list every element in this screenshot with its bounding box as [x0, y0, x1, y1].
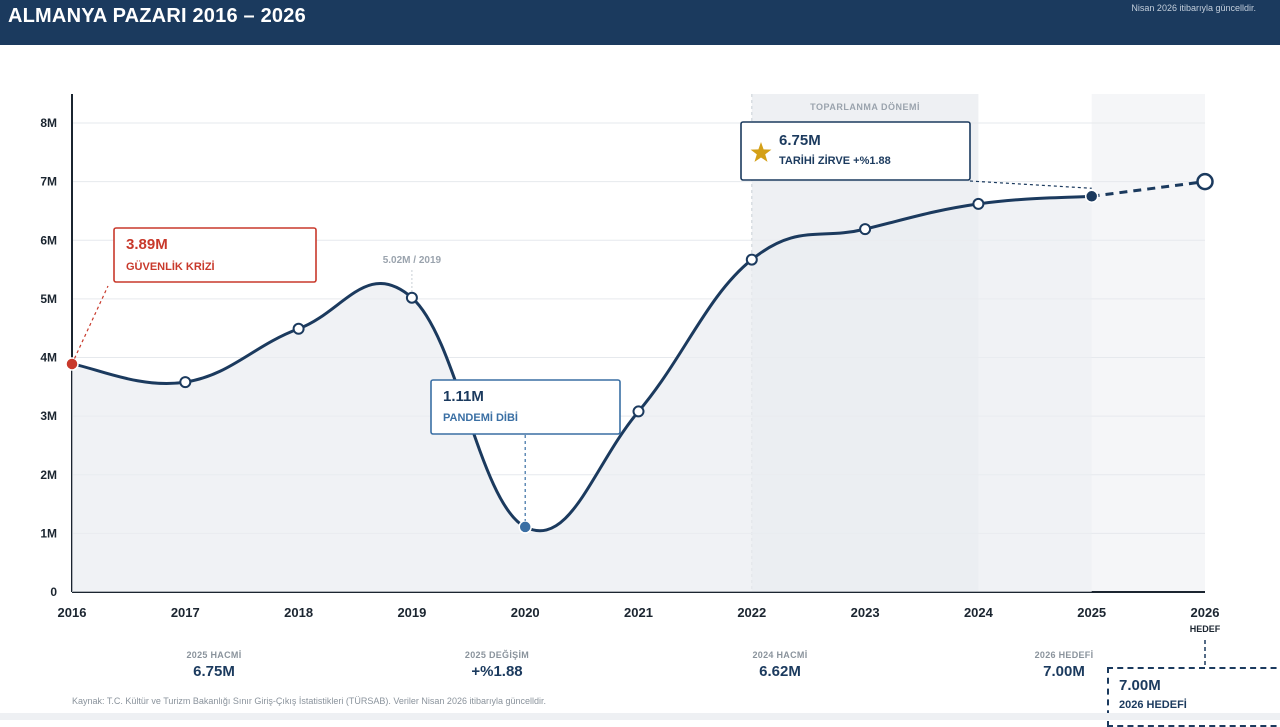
target-value: 7.00M [1119, 677, 1161, 694]
data-point [405, 291, 418, 304]
peak-2019-label: 5.02M / 2019 [383, 255, 442, 266]
pandemic-callout [430, 379, 621, 435]
x-tick-label: 2025 [1077, 605, 1106, 620]
stat-value: 6.75M [193, 663, 235, 680]
x-tick-label: 2016 [58, 605, 87, 620]
stat-2024-volume: 2024 HACMİ 6.62M [700, 650, 860, 680]
crisis-leader [71, 285, 109, 365]
x-tick-label: 2017 [171, 605, 200, 620]
y-tick-label: 2M [40, 468, 57, 482]
y-tick-label: 5M [40, 292, 57, 306]
data-point [745, 253, 758, 266]
y-tick-label: 3M [40, 409, 57, 423]
y-tick-label: 1M [40, 526, 57, 540]
stat-label: 2024 HACMİ [752, 650, 808, 660]
x-tick-label: 2022 [737, 605, 766, 620]
x-tick-label: 2024 [964, 605, 994, 620]
y-tick-label: 0 [50, 585, 57, 599]
data-point-pandemic [518, 520, 532, 534]
stat-label: 2026 HEDEFİ [1034, 650, 1094, 660]
x-tick-label: 2023 [851, 605, 880, 620]
page-title: ALMANYA PAZARI 2016 – 2026 [8, 5, 306, 27]
stat-label: 2025 HACMİ [186, 650, 242, 660]
stat-2026-target: 2026 HEDEFİ 7.00M [984, 650, 1144, 680]
x-tick-label: 2020 [511, 605, 540, 620]
stat-value: 7.00M [1043, 663, 1085, 680]
data-point [632, 405, 645, 418]
area-fill [72, 196, 1092, 592]
data-point-target [1196, 172, 1214, 191]
y-tick-label: 4M [40, 351, 57, 365]
stat-value: 6.62M [759, 663, 801, 680]
peak-label: TARİHİ ZİRVE +%1.88 [779, 154, 891, 167]
star-icon [750, 142, 772, 162]
pandemic-label: PANDEMİ DİBİ [443, 411, 518, 424]
x-tick-label: 2026 [1191, 605, 1220, 620]
data-point [292, 322, 305, 335]
crisis-label: GÜVENLİK KRİZİ [126, 260, 215, 273]
series-line [71, 194, 1092, 533]
crisis-value: 3.89M [126, 236, 168, 253]
projection-region [1091, 94, 1205, 592]
data-point [972, 197, 985, 210]
peak-leader [969, 180, 1092, 189]
stat-value: +%1.88 [471, 663, 523, 680]
line-chart: TOPARLANMA DÖNEMİ 0 1M 2M 3M 4M 5M 6M 7M 8M 2016 2… [40, 94, 1221, 665]
recovery-region-label: TOPARLANMA DÖNEMİ [810, 102, 920, 112]
y-tick-label: 8M [40, 116, 57, 130]
x-tick-label: 2021 [624, 605, 653, 620]
header: ALMANYA PAZARI 2016 – 2026 Nisan 2026 it… [0, 0, 1280, 45]
peak-value: 6.75M [779, 132, 821, 149]
target-label: 2026 HEDEFİ [1119, 699, 1187, 711]
x-tick-sublabel: HEDEF [1190, 624, 1221, 634]
y-tick-label: 6M [40, 233, 57, 247]
projection-line [1091, 180, 1206, 198]
pandemic-value: 1.11M [443, 388, 484, 405]
stat-2025-volume: 2025 HACMİ 6.75M [134, 650, 294, 680]
x-tick-label: 2018 [284, 605, 313, 620]
data-point-peak [1084, 189, 1099, 204]
y-tick-label: 7M [40, 175, 57, 189]
data-point [859, 223, 872, 236]
data-point [179, 376, 192, 389]
peak-callout [740, 121, 971, 181]
update-note: Nisan 2026 itibarıyla güncelldir. [1131, 3, 1256, 13]
footer-strip [0, 713, 1280, 720]
x-tick-label: 2019 [397, 605, 426, 620]
stat-label: 2025 DEĞİŞİM [464, 650, 530, 660]
crisis-callout [113, 227, 317, 283]
source-note: Kaynak: T.C. Kültür ve Turizm Bakanlığı … [72, 696, 546, 706]
stat-2025-change: 2025 DEĞİŞİM +%1.88 [417, 650, 577, 680]
